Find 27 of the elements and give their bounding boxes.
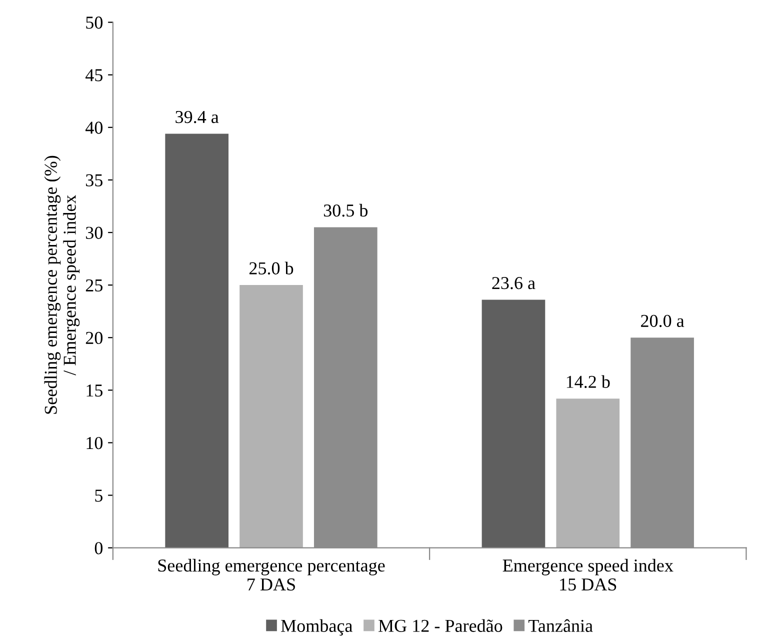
x-tick-label: Seedling emergence percentage 7 DAS [158,558,385,591]
y-tick-label: 25 [86,279,102,292]
legend-label: MG 12 - Paredão [378,619,502,632]
bar [165,134,228,548]
data-label: 20.0 a [641,314,684,328]
y-tick-label: 0 [94,542,103,554]
y-tick-label: 10 [86,436,103,450]
data-label: 30.5 b [324,204,368,217]
bar [482,300,546,548]
y-axis-title: Seedling emergence percentage (%) / Emergence speed index [44,156,80,414]
legend-label: Mombaça [281,619,352,636]
bar [240,285,303,548]
y-tick-label: 45 [86,69,102,82]
y-tick-label: 5 [95,490,102,502]
bar [556,398,620,548]
data-label: 25.0 b [249,262,294,275]
y-tick-label: 50 [86,16,103,29]
data-label: 39.4 a [176,110,219,124]
y-tick-label: 40 [86,122,103,134]
y-tick-label: 20 [86,332,103,344]
y-tick-label: 30 [86,226,103,239]
y-tick-label: 15 [86,384,102,397]
legend-label: Tanzânia [528,619,593,632]
data-label: 23.6 a [492,277,536,290]
x-tick-label: Emergence speed index 15 DAS [502,558,674,591]
data-label: 14.2 b [566,375,610,388]
y-tick-label: 35 [86,174,102,186]
